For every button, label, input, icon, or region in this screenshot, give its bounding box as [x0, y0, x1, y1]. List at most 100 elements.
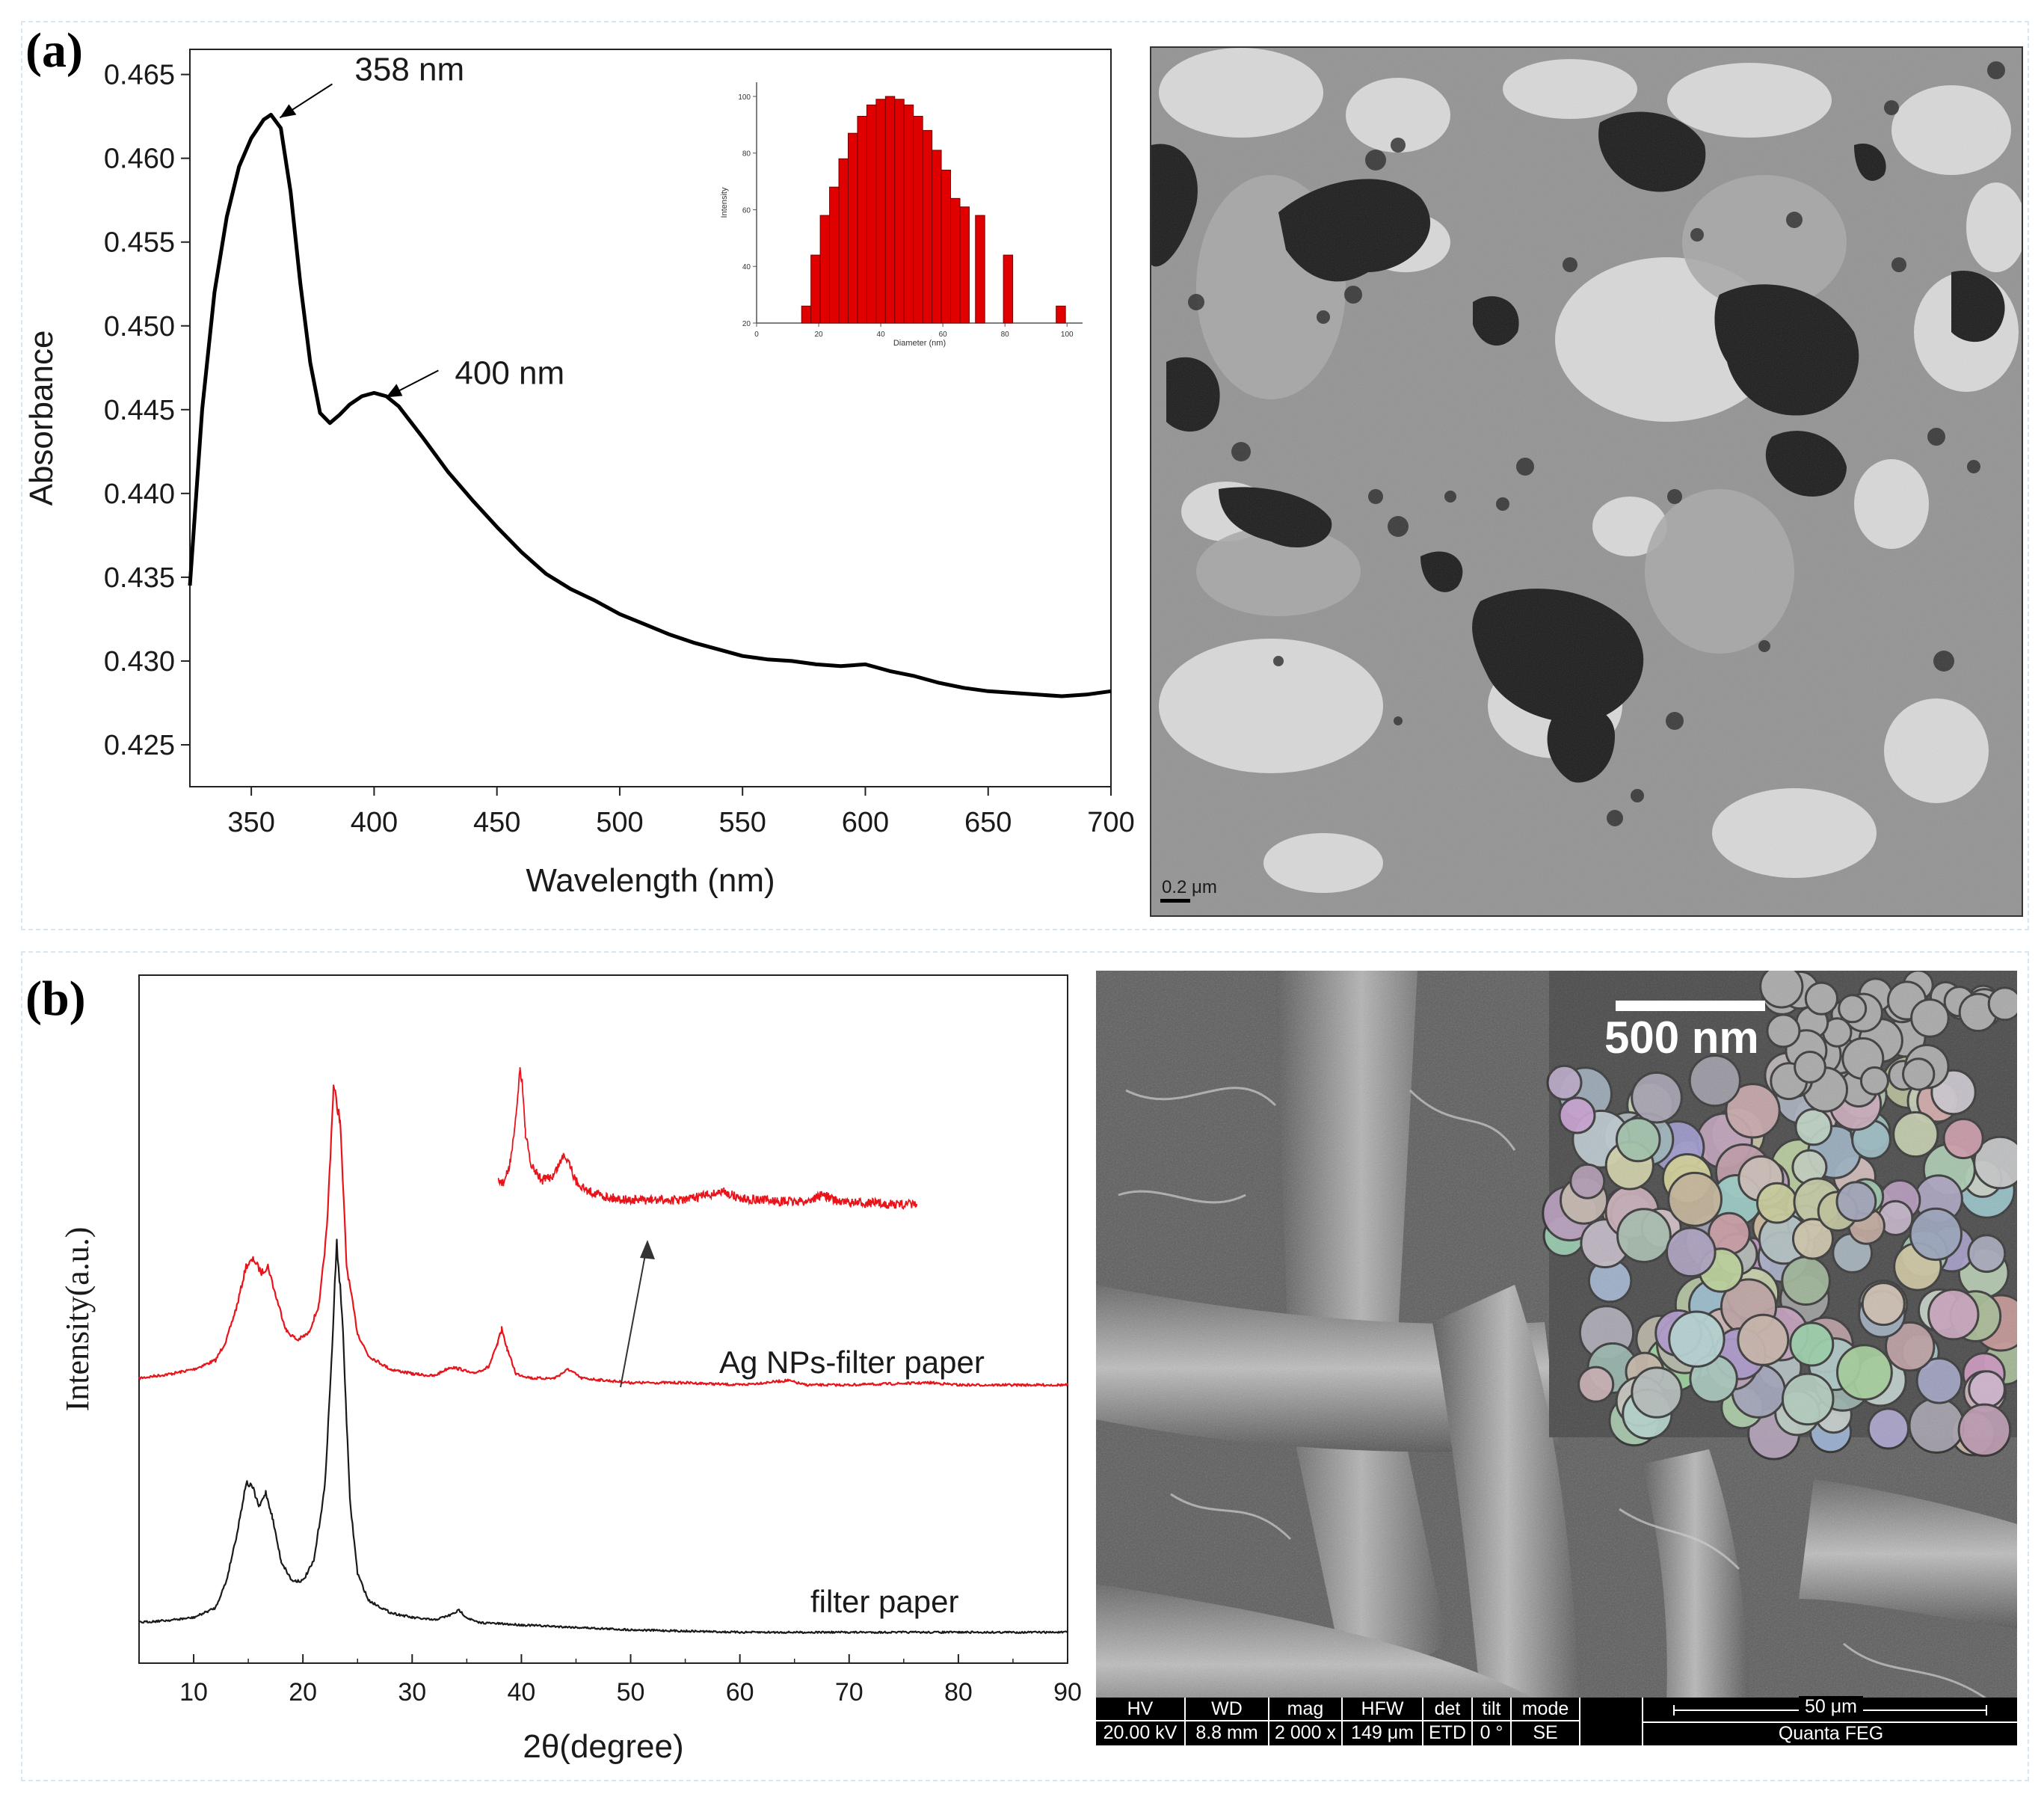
uv-annotation-arrowhead	[386, 384, 403, 398]
tem-image: 0.2 μm	[1151, 48, 2022, 915]
xrd-x-tick-label: 10	[179, 1678, 208, 1707]
inset-bar	[866, 104, 877, 324]
xrd-legend-ag-nps: Ag NPs-filter paper	[719, 1345, 985, 1380]
sem-info-cell: WD 8.8 mm	[1186, 1698, 1269, 1745]
sem-info-header: tilt	[1482, 1698, 1501, 1719]
sem-inset-scale-label: 500 nm	[1604, 1013, 1759, 1063]
uv-y-tick-label: 0.465	[104, 60, 175, 91]
sem-info-cell: HFW 149 μm	[1343, 1698, 1423, 1745]
xrd-pattern-chart: 10 20 30 40 50 60 70 80 90 Ag NPs-filter paper fil…	[59, 974, 1082, 1765]
xrd-x-tick-label: 80	[944, 1678, 973, 1707]
sem-inset: 500 nm	[1542, 971, 2017, 1460]
inset-bar	[829, 186, 840, 324]
xrd-x-tick-label: 20	[289, 1678, 317, 1707]
uv-annotation-label: 400 nm	[455, 354, 564, 391]
panel-b-label: (b)	[25, 971, 86, 1026]
xrd-x-tick-label: 30	[398, 1678, 426, 1707]
uv-x-tick-label: 500	[596, 807, 643, 838]
inset-x-tick-label: 100	[1061, 331, 1074, 339]
sem-info-header: det	[1434, 1698, 1461, 1719]
uv-y-tick-label: 0.455	[104, 227, 175, 259]
inset-bar	[922, 129, 933, 324]
xrd-x-axis-label: 2θ(degree)	[523, 1728, 683, 1765]
inset-y-axis-label: Intensity	[720, 187, 729, 218]
uv-y-tick-label: 0.450	[104, 311, 175, 343]
uv-x-tick-label: 550	[718, 807, 766, 838]
inset-x-tick-label: 60	[939, 331, 948, 339]
sem-info-cell: det ETD	[1423, 1698, 1473, 1745]
xrd-inset-magnified	[497, 1067, 917, 1210]
uv-x-tick-label: 350	[227, 807, 274, 838]
xrd-inset-arrowhead	[640, 1240, 655, 1259]
inset-x-tick-label: 0	[754, 331, 759, 339]
inset-y-tick-label: 40	[742, 263, 751, 271]
sem-image: 500 nm	[1096, 971, 2017, 1745]
xrd-legend-filter-paper: filter paper	[810, 1584, 958, 1619]
inset-bar	[903, 104, 914, 324]
sem-info-header: HV	[1127, 1698, 1154, 1719]
uv-x-tick-label: 400	[351, 807, 398, 838]
sem-info-value: 8.8 mm	[1186, 1720, 1268, 1744]
sem-info-cell: mag 2 000 x	[1269, 1698, 1343, 1745]
inset-bar	[941, 169, 952, 324]
sem-info-value: 0 °	[1473, 1720, 1510, 1744]
inset-bar	[913, 115, 923, 324]
inset-bar	[875, 99, 886, 324]
inset-x-tick-label: 80	[1001, 331, 1010, 339]
xrd-series-filter-paper	[138, 1238, 1069, 1634]
uv-y-tick-label: 0.460	[104, 144, 175, 175]
sem-info-cell: mode SE	[1512, 1698, 1580, 1745]
inset-bar	[1003, 254, 1014, 324]
panel-b-frame	[21, 951, 2029, 1781]
sem-instrument-label: Quanta FEG	[1778, 1723, 1884, 1744]
sem-info-cell: tilt 0 °	[1473, 1698, 1512, 1745]
xrd-series-ag-nps	[138, 1084, 1069, 1387]
inset-bar	[1056, 305, 1066, 324]
sem-info-value: SE	[1512, 1720, 1579, 1744]
sem-info-header: WD	[1211, 1698, 1243, 1719]
uv-x-tick-label: 700	[1087, 807, 1134, 838]
inset-bar	[857, 115, 867, 324]
inset-y-tick-label: 100	[738, 93, 751, 102]
sem-info-header: mag	[1287, 1698, 1324, 1719]
uv-x-tick-label: 650	[964, 807, 1012, 838]
uv-y-tick-label: 0.425	[104, 730, 175, 761]
inset-bar	[838, 158, 849, 324]
sem-info-cell: HV 20.00 kV	[1096, 1698, 1186, 1745]
uv-annotation-label: 358 nm	[354, 51, 464, 87]
xrd-x-tick-label: 40	[507, 1678, 535, 1707]
sem-scale-section: 50 μm Quanta FEG	[1642, 1696, 2017, 1745]
inset-bar	[801, 305, 812, 324]
uv-y-tick-label: 0.445	[104, 395, 175, 426]
sem-info-bar: HV 20.00 kV WD 8.8 mm mag 2 000 x HFW 149 μm det…	[1096, 1696, 2017, 1745]
uv-annotation-arrowhead	[280, 104, 297, 118]
inset-bar	[847, 132, 858, 324]
inset-bar	[810, 254, 821, 324]
inset-x-axis-label: Diameter (nm)	[893, 339, 946, 348]
uv-plot-frame	[189, 49, 1112, 787]
panel-a-frame	[21, 21, 2029, 930]
sem-info-value: 149 μm	[1343, 1720, 1422, 1744]
inset-bar	[959, 206, 970, 324]
uv-y-tick-label: 0.435	[104, 562, 175, 594]
tem-micrograph: 0.2 μm	[1150, 46, 2023, 917]
xrd-y-axis-label: Intensity(a.u.)	[59, 1227, 96, 1412]
sem-micrograph: 500 nm HV 20.00 kV WD 8.8 mm mag 2 000 x HFW 14…	[1096, 971, 2017, 1745]
uv-x-tick-label: 450	[473, 807, 520, 838]
inset-bar	[975, 215, 985, 324]
sem-info-value: ETD	[1423, 1720, 1471, 1744]
sem-info-value: 2 000 x	[1269, 1720, 1341, 1744]
inset-y-tick-label: 80	[742, 150, 751, 159]
panel-a-label: (a)	[25, 23, 83, 78]
inset-x-tick-label: 40	[877, 331, 886, 339]
inset-bar	[950, 197, 961, 324]
uv-absorbance-chart: 350 400 450 500 550 600 650 7000.4250.4300.4350…	[23, 49, 1135, 899]
inset-bar	[932, 150, 942, 324]
uv-absorbance-line	[188, 112, 1112, 698]
sem-info-header: mode	[1521, 1698, 1569, 1719]
inset-bar	[819, 215, 831, 324]
inset-y-tick-label: 60	[742, 206, 751, 215]
uv-y-axis-label: Absorbance	[23, 331, 60, 506]
sem-info-header: HFW	[1361, 1698, 1404, 1719]
xrd-inset-arrow	[620, 1242, 648, 1388]
